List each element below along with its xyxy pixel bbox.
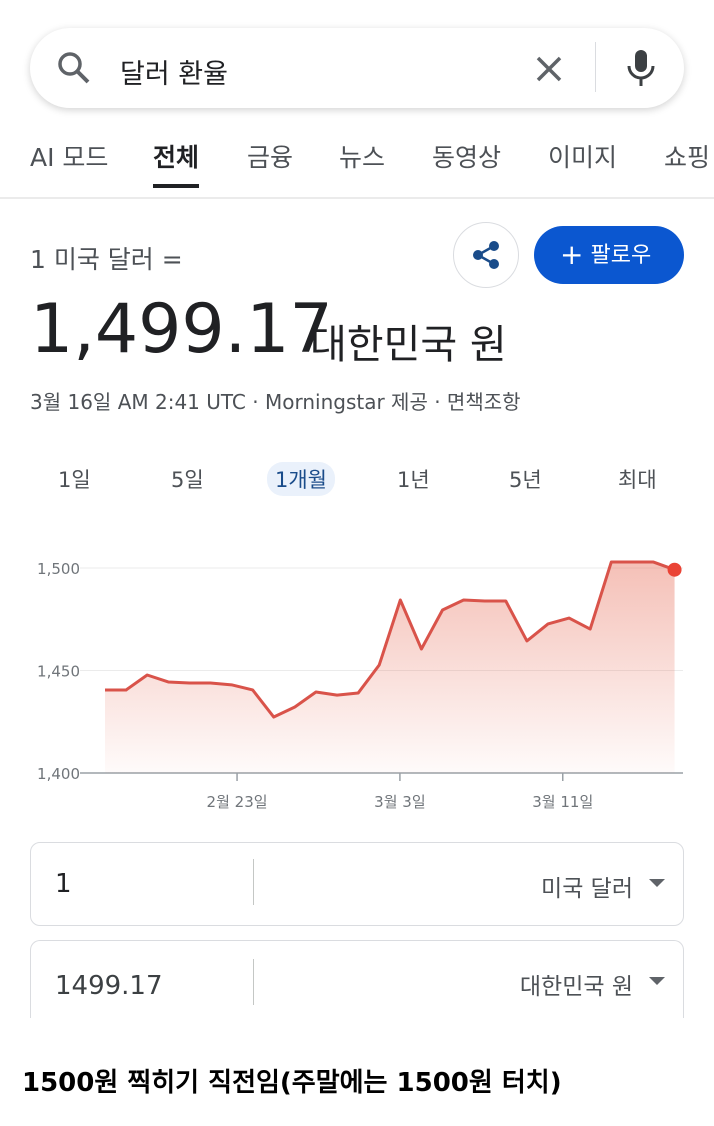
search-icon [58, 52, 90, 84]
to-amount: 1499.17 [55, 971, 163, 1001]
from-amount: 1 [55, 869, 72, 899]
range-option[interactable]: 1개월 [267, 462, 336, 496]
tab[interactable]: AI 모드 [30, 143, 109, 172]
tab[interactable]: 금융 [247, 143, 294, 172]
tab[interactable]: 뉴스 [339, 143, 386, 172]
share-button[interactable] [453, 222, 519, 288]
caption: 1500원 찍히기 직전임(주말에는 1500원 터치) [22, 1068, 562, 1098]
follow-button[interactable]: + 팔로우 [534, 226, 684, 284]
clear-icon[interactable] [534, 54, 564, 84]
y-tick-label: 1,400 [37, 765, 80, 783]
from-field[interactable]: 1 미국 달러 [30, 842, 684, 926]
to-currency: 대한민국 원 [519, 974, 633, 1000]
to-field[interactable]: 1499.17 대한민국 원 [30, 940, 684, 1031]
line [105, 560, 676, 719]
range-option[interactable]: 5일 [171, 468, 204, 492]
from-currency: 미국 달러 [541, 876, 633, 902]
search-box[interactable]: 달러 환율 [30, 28, 684, 108]
range-option[interactable]: 최대 [618, 468, 657, 492]
mic-icon[interactable] [626, 50, 656, 88]
rate-unit: 대한민국 원 [310, 322, 507, 368]
range-option[interactable]: 1일 [58, 468, 91, 492]
rate-source: 3월 16일 AM 2:41 UTC · Morningstar 제공 [30, 390, 428, 414]
x-tick-label: 2월 23일 [207, 793, 268, 811]
x-tick-label: 3월 3일 [374, 793, 425, 811]
tab[interactable]: 전체 [153, 138, 200, 188]
range-option[interactable]: 1년 [397, 468, 430, 492]
tab[interactable]: 동영상 [432, 143, 502, 172]
area [105, 562, 675, 773]
rate-meta: 3월 16일 AM 2:41 UTC · Morningstar 제공 · 면책… [30, 390, 521, 414]
disclaimer-link[interactable]: 면책조항 [446, 390, 521, 414]
y-tick-label: 1,500 [37, 560, 80, 578]
chart: 1,400 1,450 1,500 2월 23일 3월 3일 3월 11일 [37, 560, 683, 811]
last-point [667, 562, 682, 577]
x-tick-label: 3월 11일 [532, 793, 593, 811]
rate-value: 1,499.17 [30, 290, 333, 369]
share-icon [473, 241, 499, 269]
follow-label: 팔로우 [590, 243, 652, 268]
tab[interactable]: 이미지 [548, 143, 618, 172]
rate-base: 1 미국 달러 = [30, 245, 183, 274]
search-query: 달러 환율 [120, 59, 228, 90]
tab[interactable]: 쇼핑 [664, 143, 711, 172]
range-option[interactable]: 5년 [509, 468, 542, 492]
y-tick-label: 1,450 [37, 663, 80, 681]
